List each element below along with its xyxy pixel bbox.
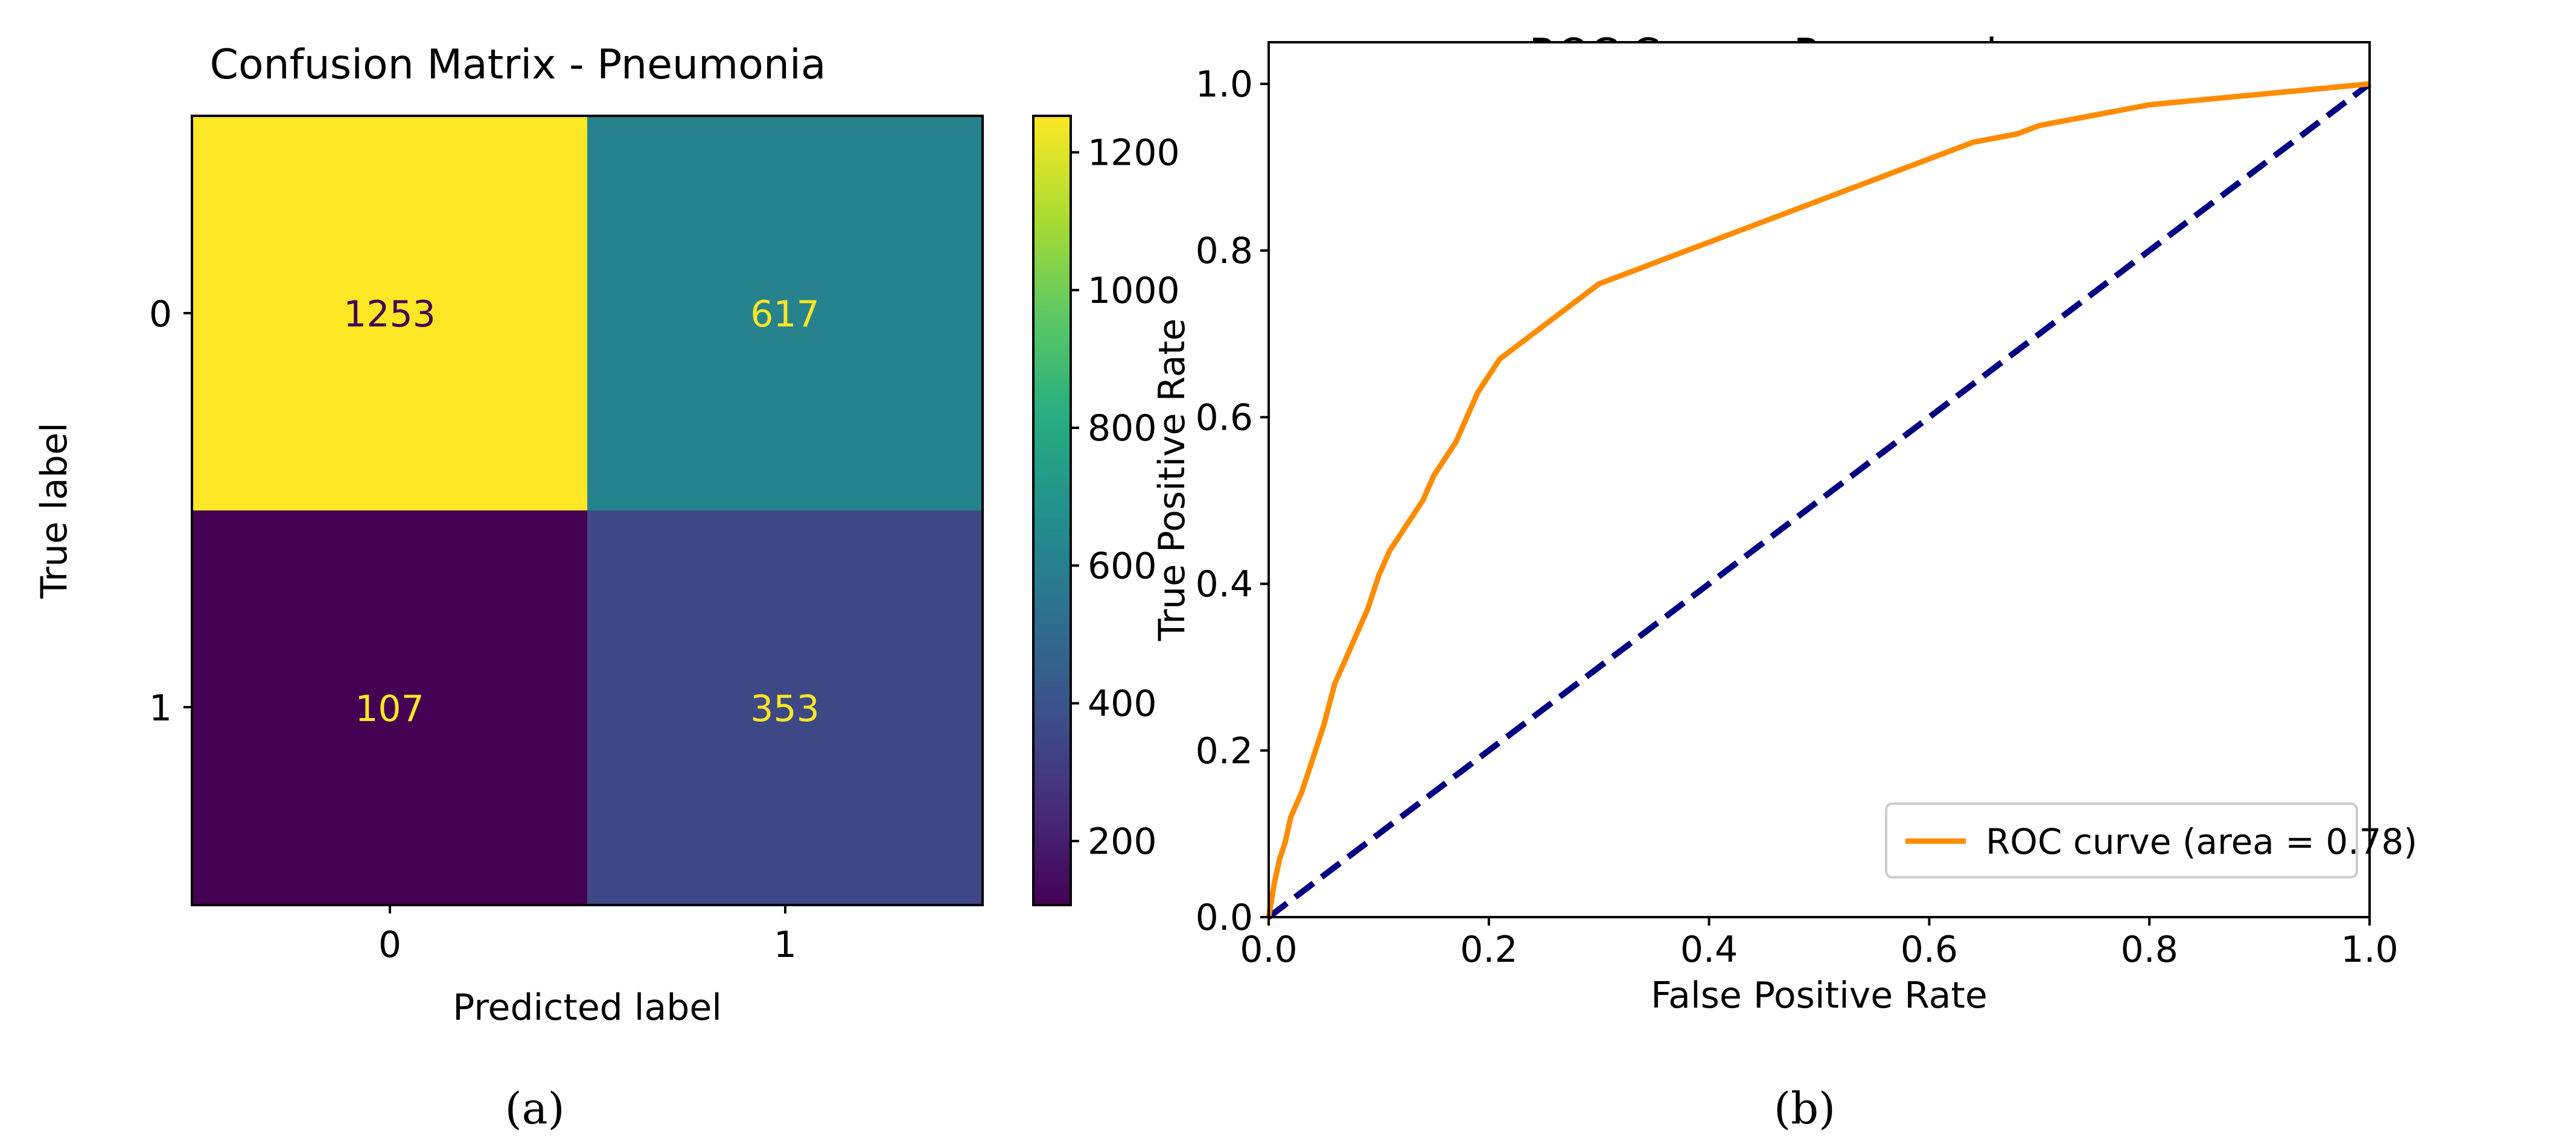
cm-colorbar-tick-label-3: 800 <box>1088 407 1157 450</box>
roc-y-tick-label-5: 1.0 <box>1196 63 1253 106</box>
cm-title: Confusion Matrix - Pneumonia <box>209 41 826 89</box>
cm-colorbar-tick-label-4: 1000 <box>1088 270 1180 312</box>
cm-cell-0-0 <box>192 116 588 511</box>
roc-xlabel: False Positive Rate <box>1651 974 1988 1017</box>
cm-cell-value-1-1: 353 <box>750 688 820 730</box>
roc-y-ticks: 0.0 0.2 0.4 0.6 0.8 1.0 <box>1196 63 1269 939</box>
roc-chance-line <box>1266 81 2372 920</box>
roc-legend-label: ROC curve (area = 0.78) <box>1986 821 2417 862</box>
roc-ylabel: True Positive Rate <box>1151 319 1193 641</box>
roc-frame <box>1267 41 2371 918</box>
cm-xlabel: Predicted label <box>453 987 722 1029</box>
cm-x-tick-label-0: 0 <box>378 924 401 966</box>
cm-colorbar-tick-label-0: 200 <box>1088 821 1157 863</box>
cm-y-tick-label-0: 0 <box>149 293 172 335</box>
roc-legend-box <box>1885 802 2358 879</box>
cm-colorbar-tick-label-1: 400 <box>1088 683 1157 725</box>
roc-x-tick-label-5: 1.0 <box>2341 929 2398 971</box>
roc-x-tick-label-0: 0.0 <box>1240 929 1297 971</box>
roc-y-tick-label-4: 0.8 <box>1196 230 1253 272</box>
roc-y-tick-label-0: 0.0 <box>1196 897 1253 939</box>
roc-series <box>1266 81 2372 920</box>
roc-x-ticks: 0.0 0.2 0.4 0.6 0.8 1.0 <box>1240 917 2399 971</box>
roc-x-tick-label-3: 0.6 <box>1901 929 1958 971</box>
roc-x-tick-label-4: 0.8 <box>2120 929 2178 971</box>
cm-cell-value-0-1: 617 <box>750 293 820 335</box>
cm-colorbar-tick-label-5: 1200 <box>1088 132 1180 174</box>
cm-cells: 1253 617 107 353 <box>192 116 983 906</box>
cm-colorbar <box>1032 115 1072 906</box>
roc-y-tick-label-2: 0.4 <box>1196 564 1253 606</box>
roc-plot-area <box>1269 42 2370 917</box>
cm-y-tick-label-1: 1 <box>149 687 172 729</box>
cm-colorbar-ticks: 200 400 600 800 1000 1200 <box>1071 132 1180 863</box>
roc-panel: ROC Curve - Pneumonia 0.00.20.40.60.81.0… <box>1151 30 2417 1017</box>
roc-y-tick-label-3: 0.6 <box>1196 396 1253 439</box>
cm-colorbar-tick-label-2: 600 <box>1088 545 1157 587</box>
cm-ylabel: True label <box>33 422 75 599</box>
roc-curve-line <box>1266 81 2370 918</box>
roc-x-tick-label-2: 0.4 <box>1680 929 1738 971</box>
cm-cell-value-0-0: 1253 <box>343 293 436 335</box>
confusion-matrix-panel: Confusion Matrix - Pneumonia 1253 617 107 3… <box>33 41 1180 1029</box>
roc-x-tick-label-1: 0.2 <box>1460 929 1517 971</box>
cm-cell-0-1 <box>587 116 983 511</box>
cm-frame <box>191 115 984 906</box>
cm-cell-value-1-0: 107 <box>355 688 424 730</box>
roc-y-tick-label-1: 0.2 <box>1196 730 1253 772</box>
cm-cell-1-0 <box>192 510 588 906</box>
cm-cell-1-1 <box>587 510 983 906</box>
panel-a-caption: (a) <box>505 1083 564 1134</box>
cm-x-tick-label-1: 1 <box>774 924 797 966</box>
panel-b-caption: (b) <box>1774 1083 1835 1134</box>
roc-legend: ROC curve (area = 0.78) <box>1885 802 2417 879</box>
